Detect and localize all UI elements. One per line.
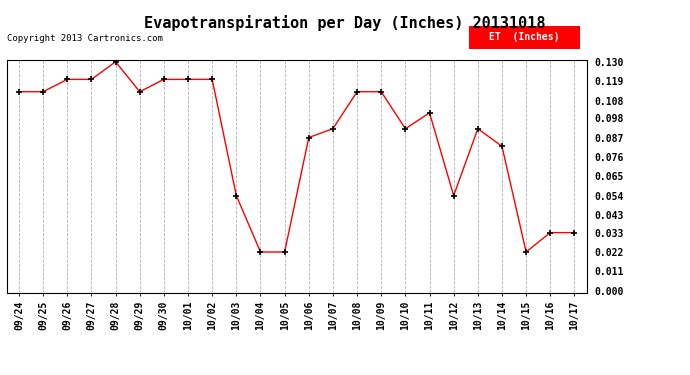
Text: Evapotranspiration per Day (Inches) 20131018: Evapotranspiration per Day (Inches) 2013… [144,15,546,31]
Text: Copyright 2013 Cartronics.com: Copyright 2013 Cartronics.com [7,34,163,43]
Text: ET  (Inches): ET (Inches) [489,33,560,42]
